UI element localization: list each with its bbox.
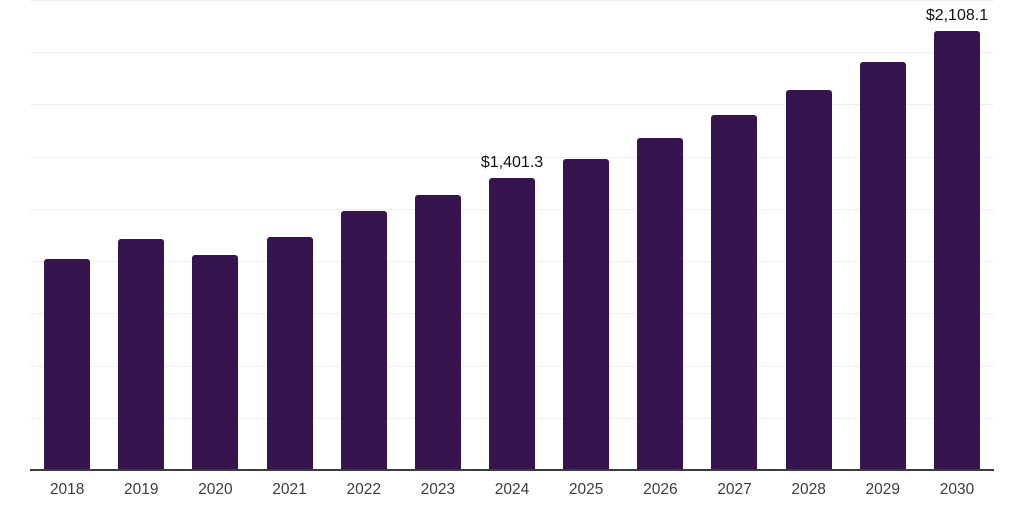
bar-band-2023 — [401, 0, 475, 471]
x-tick-2020: 2020 — [198, 481, 233, 498]
x-tick-2030: 2030 — [939, 481, 975, 498]
bar-band-2021 — [252, 0, 326, 471]
bar-2024 — [489, 178, 536, 471]
x-tick-2019: 2019 — [123, 481, 159, 498]
x-tick-2027: 2027 — [717, 481, 752, 498]
bar-2027 — [711, 115, 758, 471]
x-tick-2021: 2021 — [272, 481, 307, 498]
bars-row: $1,401.3 $2,108.1 — [30, 0, 994, 471]
bar-2029 — [859, 61, 906, 471]
bar-band-2020 — [178, 0, 252, 471]
bar-2023 — [414, 195, 461, 471]
x-tick-2028: 2028 — [791, 481, 826, 498]
bar-band-2027 — [697, 0, 771, 471]
bar-band-2026 — [623, 0, 697, 471]
x-tick-2025: 2025 — [568, 481, 604, 498]
x-tick-2023: 2023 — [420, 481, 456, 498]
bar-2030 — [933, 30, 980, 471]
bar-band-2018 — [30, 0, 104, 471]
bar-band-2030: $2,108.1 — [920, 0, 994, 471]
bar-band-2024: $1,401.3 — [475, 0, 549, 471]
data-label-2024: $1,401.3 — [480, 154, 544, 172]
x-tick-2026: 2026 — [643, 481, 678, 498]
bar-band-2019 — [104, 0, 178, 471]
bar-band-2028 — [772, 0, 846, 471]
bar-2026 — [637, 138, 684, 471]
x-axis-line — [30, 469, 994, 471]
bar-band-2025 — [549, 0, 623, 471]
bar-2025 — [563, 159, 610, 471]
x-tick-2022: 2022 — [346, 481, 381, 498]
plot-area: $1,401.3 $2,108.1 — [30, 0, 994, 471]
bar-2021 — [266, 237, 313, 471]
x-axis-tick-labels: 2018 2019 2020 2021 2022 2023 2024 2025 2026 2027… — [30, 481, 994, 499]
bar-2022 — [340, 211, 387, 471]
gridline — [30, 0, 994, 1]
bar-2028 — [785, 89, 832, 471]
gridline — [30, 52, 994, 54]
bar-2018 — [44, 259, 91, 471]
bar-2020 — [192, 255, 239, 471]
x-tick-2024: 2024 — [494, 481, 530, 498]
gridline — [30, 156, 994, 158]
gridline — [30, 104, 994, 106]
x-tick-2018: 2018 — [49, 481, 85, 498]
bar-band-2022 — [327, 0, 401, 471]
data-label-2030: $2,108.1 — [925, 6, 989, 24]
x-tick-2029: 2029 — [865, 481, 901, 498]
bar-band-2029 — [846, 0, 920, 471]
bar-2019 — [118, 239, 165, 471]
